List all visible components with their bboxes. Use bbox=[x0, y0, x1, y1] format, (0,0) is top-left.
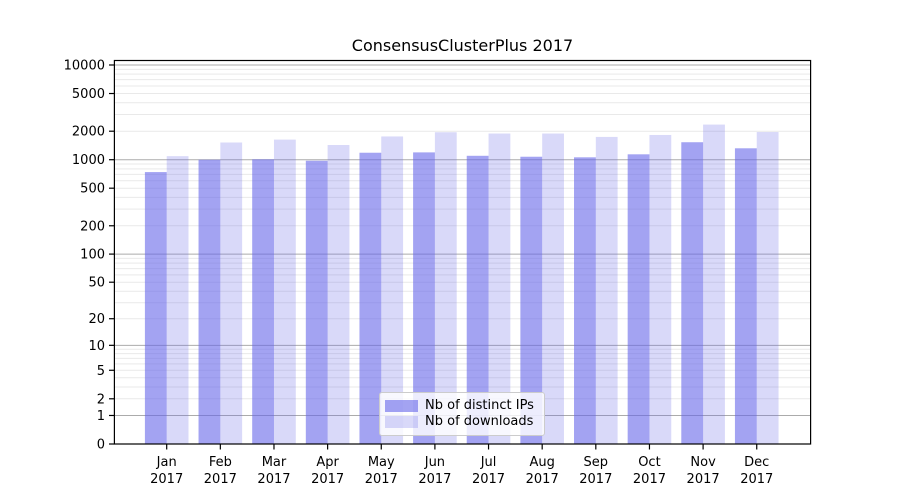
bar-downloads-feb bbox=[220, 142, 243, 444]
x-tick-year-label: 2017 bbox=[740, 472, 773, 487]
x-axis: Jan 2017 Feb 2017 Mar 2017 Apr 2017 May 2017 Jun 20… bbox=[150, 444, 773, 487]
x-tick-month-label: Jun bbox=[424, 455, 445, 470]
bar-distinct-ips-jun bbox=[413, 152, 435, 445]
bar-downloads-jun bbox=[434, 132, 457, 445]
legend: Nb of distinct IPs Nb of downloads bbox=[379, 392, 545, 436]
chart-title: ConsensusClusterPlus 2017 bbox=[351, 36, 574, 55]
bar-downloads-jul bbox=[488, 133, 511, 444]
y-tick-label: 100 bbox=[80, 248, 105, 263]
bar-distinct-ips-feb bbox=[198, 159, 221, 445]
x-tick-year-label: 2017 bbox=[579, 472, 612, 487]
y-axis: 0 1 2 5 10 20 50 100 200 500 1000 2000 5000 10000 bbox=[64, 58, 115, 453]
bar-distinct-ips-apr bbox=[305, 160, 328, 444]
bar-downloads-may bbox=[381, 136, 404, 444]
bar-distinct-ips-jan bbox=[144, 172, 167, 445]
legend-item-distinct-ips: Nb of distinct IPs bbox=[385, 399, 536, 413]
x-tick-year-label: 2017 bbox=[257, 472, 290, 487]
y-tick-label: 200 bbox=[80, 219, 105, 234]
series-distinct-ips bbox=[144, 142, 757, 445]
bar-distinct-ips-may bbox=[359, 152, 382, 444]
y-tick-label: 5 bbox=[97, 364, 105, 379]
x-tick-year-label: 2017 bbox=[150, 472, 183, 487]
bar-downloads-jan bbox=[166, 156, 189, 444]
bar-distinct-ips-jul bbox=[466, 155, 489, 444]
y-tick-label: 1000 bbox=[72, 153, 105, 168]
x-tick-month-label: May bbox=[368, 455, 395, 470]
x-tick-month-label: Jan bbox=[156, 455, 177, 470]
bar-distinct-ips-oct bbox=[627, 154, 650, 444]
downloads-swatch bbox=[385, 416, 418, 428]
bar-downloads-oct bbox=[649, 134, 672, 444]
x-tick-month-label: Aug bbox=[529, 455, 554, 470]
y-tick-label: 0 bbox=[97, 438, 105, 453]
y-tick-label: 50 bbox=[88, 276, 105, 291]
x-tick-month-label: Jul bbox=[480, 455, 497, 470]
x-tick-year-label: 2017 bbox=[526, 472, 559, 487]
bar-distinct-ips-dec bbox=[734, 148, 757, 444]
bar-downloads-sep bbox=[595, 136, 618, 444]
x-tick-month-label: Oct bbox=[638, 455, 660, 470]
bar-distinct-ips-aug bbox=[520, 156, 543, 445]
y-tick-label: 1 bbox=[97, 409, 105, 424]
bar-downloads-dec bbox=[756, 132, 779, 444]
x-tick-year-label: 2017 bbox=[311, 472, 344, 487]
y-tick-label: 500 bbox=[80, 182, 105, 197]
x-tick-month-label: Apr bbox=[316, 455, 339, 470]
bar-downloads-mar bbox=[273, 139, 296, 444]
x-tick-year-label: 2017 bbox=[472, 472, 505, 487]
x-tick-year-label: 2017 bbox=[687, 472, 720, 487]
distinct-ips-swatch bbox=[385, 400, 418, 412]
x-tick-month-label: Sep bbox=[584, 455, 609, 470]
x-tick-month-label: Mar bbox=[262, 455, 287, 470]
legend-item-downloads: Nb of downloads bbox=[385, 415, 536, 429]
y-tick-label: 20 bbox=[88, 312, 105, 327]
x-tick-year-label: 2017 bbox=[418, 472, 451, 487]
y-tick-label: 10 bbox=[88, 339, 105, 354]
legend-label-downloads: Nb of downloads bbox=[425, 414, 534, 429]
y-tick-label: 10000 bbox=[64, 58, 105, 73]
x-tick-year-label: 2017 bbox=[204, 472, 237, 487]
bar-downloads-apr bbox=[327, 145, 350, 444]
y-tick-label: 2000 bbox=[72, 125, 105, 140]
x-tick-month-label: Nov bbox=[690, 455, 716, 470]
x-tick-year-label: 2017 bbox=[365, 472, 398, 487]
bar-downloads-nov bbox=[703, 124, 725, 444]
plot-frame bbox=[113, 59, 812, 445]
series-downloads bbox=[166, 124, 779, 445]
bar-downloads-aug bbox=[542, 133, 564, 444]
bar-distinct-ips-mar bbox=[252, 159, 274, 444]
x-tick-year-label: 2017 bbox=[633, 472, 666, 487]
x-tick-month-label: Feb bbox=[209, 455, 232, 470]
x-tick-month-label: Dec bbox=[744, 455, 769, 470]
bar-distinct-ips-sep bbox=[574, 157, 596, 444]
legend-label-distinct-ips: Nb of distinct IPs bbox=[425, 398, 534, 413]
y-tick-label: 2 bbox=[97, 392, 105, 407]
bar-distinct-ips-nov bbox=[681, 142, 704, 444]
y-tick-label: 5000 bbox=[72, 87, 105, 102]
